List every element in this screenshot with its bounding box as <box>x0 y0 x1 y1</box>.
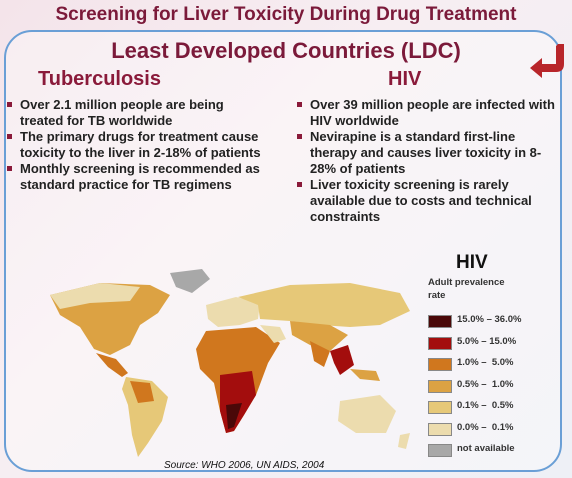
legend-label: 0.5% – 1.0% <box>457 378 514 390</box>
legend-label: not available <box>457 443 515 454</box>
legend-label: 0.0% – 0.1% <box>457 421 514 433</box>
bullet-list: Over 2.1 million people are being treate… <box>6 97 268 193</box>
bullet: Over 39 million people are infected with… <box>296 97 558 129</box>
content-frame <box>4 30 562 472</box>
legend-label: 0.1% – 0.5% <box>457 400 514 411</box>
world-map <box>50 269 410 457</box>
legend-swatch <box>428 422 452 436</box>
bullet: Monthly screening is recommended as stan… <box>6 161 268 193</box>
bullet-list: Over 39 million people are infected with… <box>296 97 558 225</box>
legend-item: 0.0% – 0.1% <box>428 422 558 436</box>
legend-item: not available <box>428 443 558 457</box>
legend-label: 1.0% – 5.0% <box>457 357 514 368</box>
legend-swatch <box>428 315 452 328</box>
bullet: The primary drugs for treatment cause to… <box>6 129 268 161</box>
subtitle: Least Developed Countries (LDC) <box>111 38 461 63</box>
legend-item: 1.0% – 5.0% <box>428 357 558 371</box>
legend-item: 0.5% – 1.0% <box>428 379 558 393</box>
bullet: Nevirapine is a standard first-line ther… <box>296 129 558 177</box>
legend-item: 15.0% – 36.0% <box>428 314 558 328</box>
legend-item: 0.1% – 0.5% <box>428 400 558 414</box>
legend-label: 5.0% – 15.0% <box>457 335 517 347</box>
slide-title: Screening for Liver Toxicity During Drug… <box>55 4 517 25</box>
bullet: Liver toxicity screening is rarely avail… <box>296 177 558 225</box>
legend-swatch <box>428 379 452 393</box>
legend-item: 5.0% – 15.0% <box>428 336 558 350</box>
column-heading: Tuberculosis <box>38 68 161 90</box>
legend-title: HIV <box>456 252 488 273</box>
arrow-icon <box>530 44 564 78</box>
bullet: Over 2.1 million people are being treate… <box>6 97 268 129</box>
source: Source: WHO 2006, UN AIDS, 2004 <box>164 460 325 471</box>
column-heading: HIV <box>388 68 422 90</box>
legend-swatch <box>428 358 452 371</box>
legend-swatch <box>428 401 452 414</box>
legend-label: 15.0% – 36.0% <box>457 314 522 325</box>
legend-caption: Adult prevalence rate <box>428 277 505 301</box>
legend-swatch <box>428 444 452 457</box>
legend-swatch <box>428 336 452 350</box>
